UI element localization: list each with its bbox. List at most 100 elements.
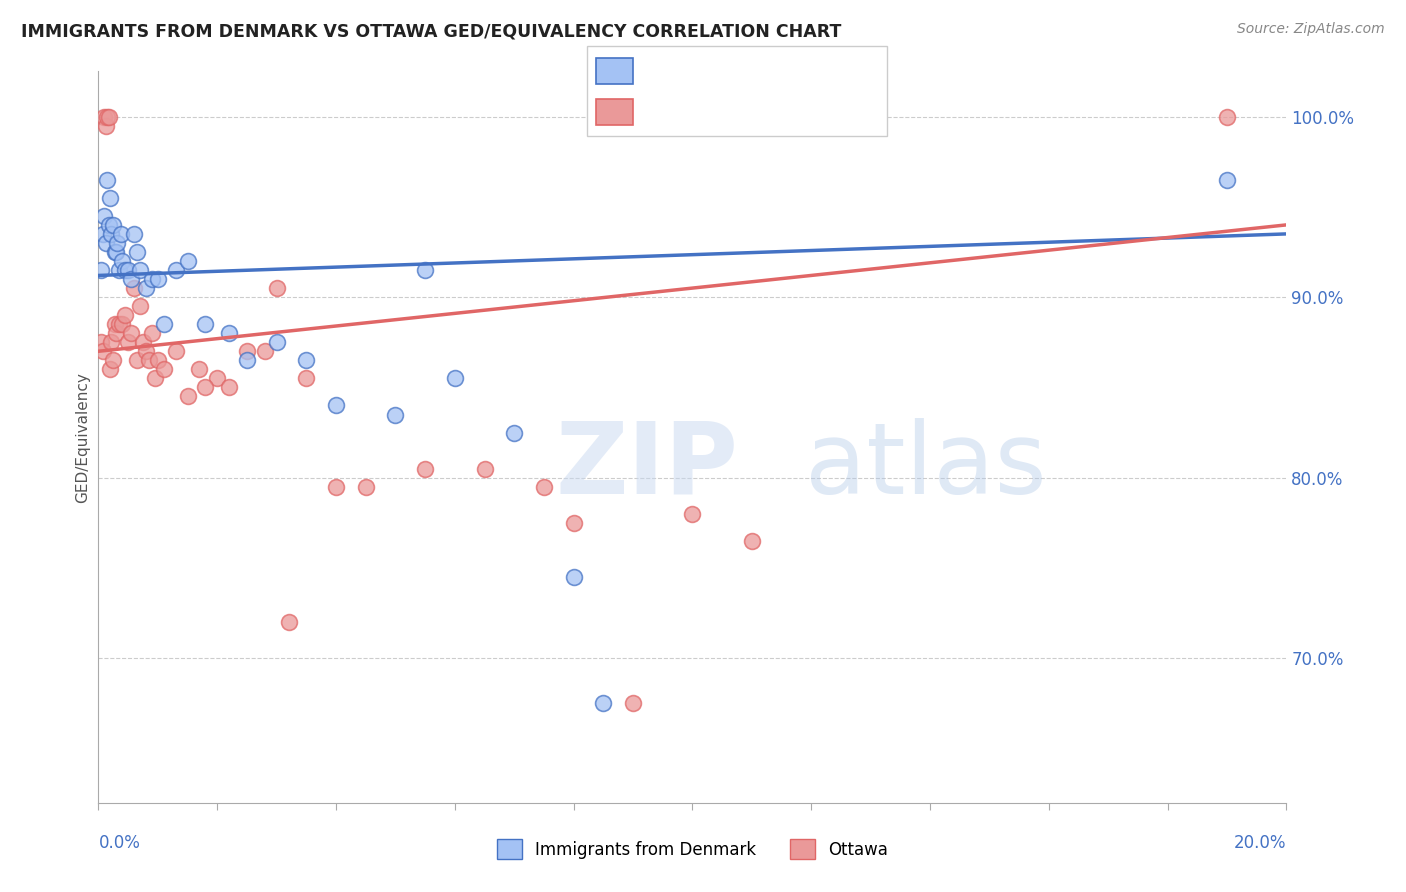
Point — [146, 272, 169, 286]
FancyBboxPatch shape — [596, 99, 633, 125]
Point — [90, 335, 112, 350]
Text: 0.0%: 0.0% — [98, 834, 141, 852]
Point — [125, 244, 148, 259]
Point — [117, 263, 139, 277]
Point — [114, 308, 136, 322]
Point — [108, 317, 131, 331]
Point — [266, 335, 288, 350]
Point — [110, 227, 132, 241]
Point — [135, 281, 157, 295]
Point — [295, 371, 318, 385]
FancyBboxPatch shape — [596, 58, 633, 84]
Point — [129, 299, 152, 313]
Point — [295, 353, 318, 368]
Point — [91, 227, 114, 241]
Point — [111, 254, 134, 268]
Point — [207, 371, 229, 385]
Point — [114, 263, 136, 277]
Point — [122, 227, 145, 241]
Point — [94, 235, 117, 250]
Point — [120, 272, 142, 286]
Point — [104, 244, 127, 259]
Point — [562, 516, 585, 530]
Point — [188, 362, 211, 376]
Point — [96, 110, 118, 124]
Point — [125, 353, 148, 368]
Point — [111, 317, 134, 331]
Point — [108, 263, 131, 277]
Point — [176, 254, 198, 268]
Point — [218, 380, 240, 394]
Point — [194, 380, 217, 394]
Point — [98, 362, 121, 376]
Point — [621, 697, 644, 711]
Point — [103, 218, 125, 232]
Point — [325, 399, 347, 413]
Point — [98, 191, 121, 205]
Point — [103, 353, 125, 368]
Point — [474, 461, 496, 475]
Point — [266, 281, 288, 295]
Point — [141, 326, 163, 341]
Point — [444, 371, 467, 385]
Text: R =  0.053   N = 40: R = 0.053 N = 40 — [645, 62, 837, 79]
Point — [90, 263, 112, 277]
Text: 20.0%: 20.0% — [1234, 834, 1286, 852]
Point — [117, 335, 139, 350]
Point — [218, 326, 240, 341]
Point — [100, 335, 122, 350]
Point — [236, 344, 259, 359]
Text: IMMIGRANTS FROM DENMARK VS OTTAWA GED/EQUIVALENCY CORRELATION CHART: IMMIGRANTS FROM DENMARK VS OTTAWA GED/EQ… — [21, 22, 841, 40]
Text: atlas: atlas — [806, 417, 1047, 515]
Point — [105, 244, 128, 259]
Point — [1216, 172, 1239, 186]
Legend: Immigrants from Denmark, Ottawa: Immigrants from Denmark, Ottawa — [491, 832, 894, 866]
Point — [277, 615, 299, 630]
Point — [105, 326, 128, 341]
Point — [741, 533, 763, 548]
Point — [413, 461, 436, 475]
Point — [143, 371, 166, 385]
Point — [503, 425, 526, 440]
Point — [104, 317, 127, 331]
Point — [354, 480, 377, 494]
Point — [165, 263, 187, 277]
Point — [194, 317, 217, 331]
Text: Source: ZipAtlas.com: Source: ZipAtlas.com — [1237, 22, 1385, 37]
Point — [165, 344, 187, 359]
Point — [98, 218, 121, 232]
Point — [146, 353, 169, 368]
Point — [562, 570, 585, 584]
Point — [107, 235, 129, 250]
Point — [100, 227, 122, 241]
Y-axis label: GED/Equivalency: GED/Equivalency — [75, 372, 90, 502]
Point — [135, 344, 157, 359]
Point — [138, 353, 160, 368]
Point — [141, 272, 163, 286]
Point — [91, 344, 114, 359]
Point — [98, 110, 121, 124]
Point — [592, 697, 614, 711]
Point — [413, 263, 436, 277]
Point — [152, 317, 174, 331]
Point — [176, 389, 198, 403]
Point — [325, 480, 347, 494]
Point — [384, 408, 406, 422]
FancyBboxPatch shape — [586, 46, 887, 136]
Point — [120, 326, 142, 341]
Point — [236, 353, 259, 368]
Point — [533, 480, 555, 494]
Point — [122, 281, 145, 295]
Point — [682, 507, 704, 521]
Point — [1216, 110, 1239, 124]
Text: R =  0.199   N = 47: R = 0.199 N = 47 — [645, 103, 837, 121]
Point — [93, 110, 115, 124]
Point — [96, 172, 118, 186]
Point — [152, 362, 174, 376]
Point — [253, 344, 276, 359]
Point — [129, 263, 152, 277]
Point — [94, 119, 117, 133]
Text: ZIP: ZIP — [555, 417, 738, 515]
Point — [93, 209, 115, 223]
Point — [132, 335, 155, 350]
